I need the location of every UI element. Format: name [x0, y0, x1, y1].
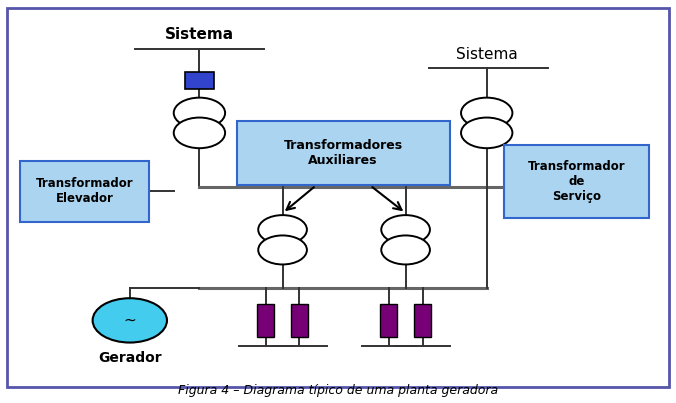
Circle shape	[381, 235, 430, 264]
Circle shape	[258, 235, 307, 264]
Text: Transformador
Elevador: Transformador Elevador	[36, 177, 133, 206]
Circle shape	[461, 118, 512, 148]
Circle shape	[461, 98, 512, 128]
Circle shape	[93, 298, 167, 343]
Text: Sistema: Sistema	[165, 27, 234, 42]
Circle shape	[258, 215, 307, 244]
Text: Sistema: Sistema	[456, 48, 518, 62]
Text: ~: ~	[124, 313, 136, 328]
Text: Gerador: Gerador	[98, 351, 162, 365]
Text: Transformador
de
Serviço: Transformador de Serviço	[527, 160, 625, 203]
Bar	[380, 304, 397, 337]
FancyBboxPatch shape	[504, 145, 649, 218]
FancyBboxPatch shape	[237, 121, 450, 185]
Circle shape	[174, 118, 225, 148]
Bar	[414, 304, 431, 337]
Bar	[185, 72, 214, 89]
Circle shape	[174, 98, 225, 128]
Bar	[257, 304, 274, 337]
Circle shape	[381, 215, 430, 244]
FancyBboxPatch shape	[20, 161, 149, 222]
Text: Figura 4 – Diagrama típico de uma planta geradora: Figura 4 – Diagrama típico de uma planta…	[178, 384, 498, 397]
Text: Transformadores
Auxiliares: Transformadores Auxiliares	[283, 139, 403, 167]
Bar	[291, 304, 308, 337]
